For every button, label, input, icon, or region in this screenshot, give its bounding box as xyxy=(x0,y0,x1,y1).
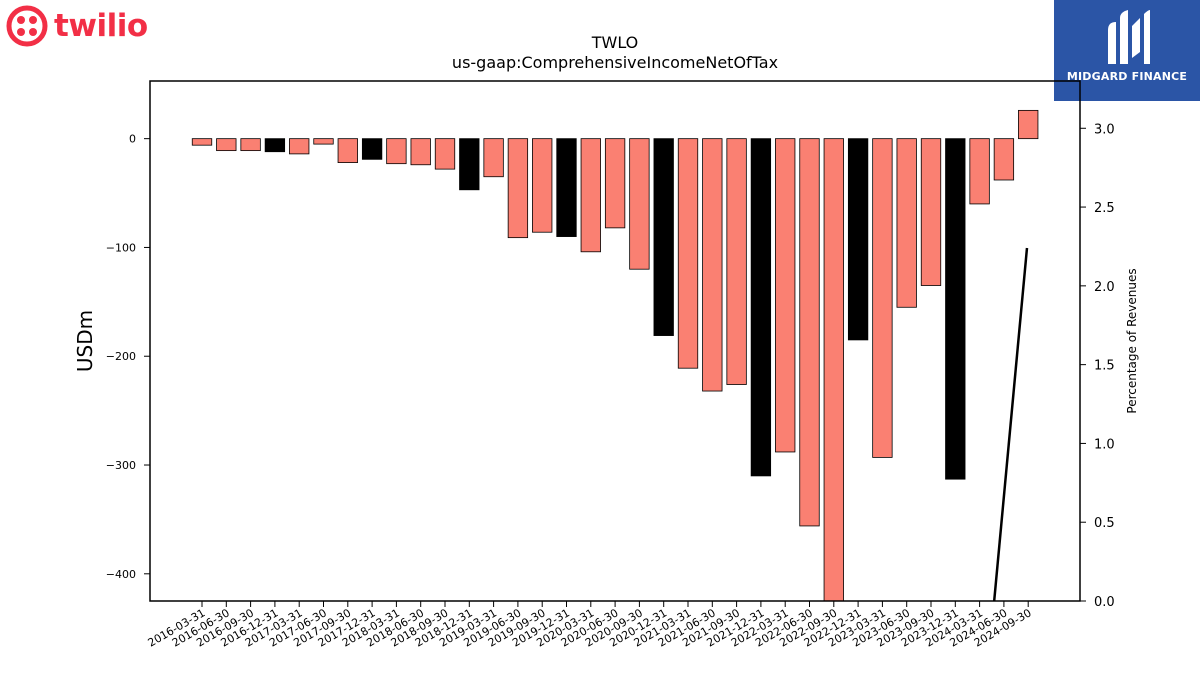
bar-2018-03-31 xyxy=(386,138,407,165)
percentage-line-group xyxy=(992,247,1029,602)
chart-title: TWLO xyxy=(591,33,639,52)
midgard-finance-wordmark: MIDGARD FINANCE xyxy=(1066,70,1188,83)
bar-2023-09-30 xyxy=(920,138,942,286)
bar-2018-09-30 xyxy=(434,138,456,170)
y-axis-label: USDm xyxy=(73,310,97,372)
bar-2016-03-31 xyxy=(191,138,213,146)
y-tick-label: −300 xyxy=(106,459,136,472)
bar-2019-03-31 xyxy=(483,138,504,178)
bar-2024-03-31 xyxy=(969,138,990,205)
bar-2019-06-30 xyxy=(507,138,529,239)
percentage-of-revenues-line xyxy=(992,247,1029,602)
y-tick-label: −400 xyxy=(106,568,136,581)
bar-2017-12-31 xyxy=(361,138,383,160)
bar-2024-09-30 xyxy=(1018,109,1039,140)
midgard-finance-badge: MIDGARD FINANCE xyxy=(1054,0,1200,101)
bar-2017-03-31 xyxy=(289,138,310,155)
bar-2018-06-30 xyxy=(410,138,431,166)
bar-2021-09-30 xyxy=(726,138,747,385)
bar-2021-03-31 xyxy=(677,138,699,369)
y-axis-right: 0.0 0.5 1.0 1.5 2.0 2.5 3.0 xyxy=(1080,122,1115,610)
y-axis-left: 0 −100 −200 −300 −400 xyxy=(106,133,150,581)
bar-2022-06-30 xyxy=(799,138,820,527)
bar-2019-12-31 xyxy=(556,138,577,237)
bar-2017-09-30 xyxy=(337,138,358,163)
twilio-logo: twilio xyxy=(6,5,148,47)
bar-2017-06-30 xyxy=(313,138,334,145)
bar-2021-06-30 xyxy=(702,138,723,392)
bar-2022-03-31 xyxy=(775,138,796,453)
bar-2022-12-31 xyxy=(847,138,869,341)
bar-2019-09-30 xyxy=(532,138,553,233)
y-tick-label: −100 xyxy=(106,241,136,254)
y2-tick-label: 2.5 xyxy=(1094,201,1115,216)
bar-2022-09-30 xyxy=(823,138,844,602)
twilio-circle-icon xyxy=(6,5,48,47)
bar-2020-03-31 xyxy=(580,138,601,253)
bar-2020-12-31 xyxy=(653,138,674,336)
twilio-wordmark: twilio xyxy=(54,8,148,44)
y2-axis-label: Percentage of Revenues xyxy=(1125,268,1139,413)
bar-2020-09-30 xyxy=(629,138,650,270)
bar-2020-06-30 xyxy=(604,138,626,229)
bar-2016-12-31 xyxy=(264,138,286,153)
y-tick-label: −200 xyxy=(106,350,136,363)
y2-tick-label: 1.0 xyxy=(1094,437,1115,452)
bar-2023-06-30 xyxy=(896,138,917,308)
bar-2021-12-31 xyxy=(750,138,772,477)
y-tick-label: 0 xyxy=(129,133,136,146)
bar-2018-12-31 xyxy=(459,138,480,191)
bar-2023-03-31 xyxy=(872,138,893,458)
bar-2016-06-30 xyxy=(216,138,237,152)
y2-tick-label: 0.5 xyxy=(1094,516,1115,531)
bar-2024-06-30 xyxy=(993,138,1015,181)
y2-tick-label: 3.0 xyxy=(1094,122,1115,137)
bar-2016-09-30 xyxy=(240,138,261,152)
chart-subtitle: us-gaap:ComprehensiveIncomeNetOfTax xyxy=(452,53,778,72)
bar-2023-12-31 xyxy=(945,138,966,480)
bars-group xyxy=(191,109,1039,602)
y2-tick-label: 1.5 xyxy=(1094,359,1115,374)
y2-tick-label: 2.0 xyxy=(1094,280,1115,295)
midgard-logo-icon xyxy=(1108,10,1150,64)
y2-tick-label: 0.0 xyxy=(1094,595,1115,610)
x-axis: 2016-03-312016-06-302016-09-302016-12-31… xyxy=(146,601,1034,650)
